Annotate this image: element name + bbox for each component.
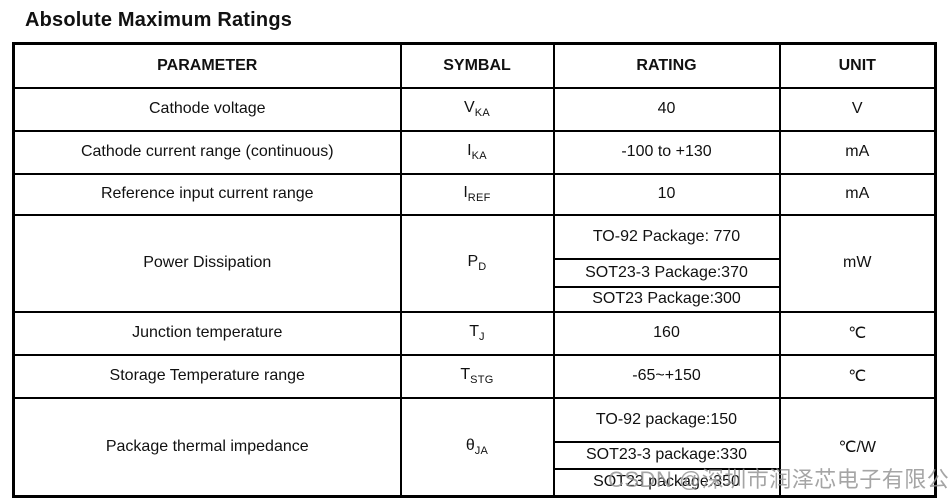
cell-rating: -65~+150: [552, 353, 781, 399]
table-subrow-sot23: SOT23 Package:300: [14, 285, 936, 313]
cell-rating-sot23-3: SOT23-3 Package:370: [552, 257, 781, 288]
cell-symbol: VKA: [399, 86, 555, 132]
cell-rating: 40: [552, 86, 781, 132]
cell-parameter: Power Dissipation: [12, 213, 402, 313]
cell-parameter: Junction temperature: [12, 310, 402, 356]
cell-rating-to92: TO-92 package:150: [552, 396, 781, 443]
cell-parameter: Package thermal impedance: [12, 396, 402, 498]
cell-unit: ℃: [778, 353, 937, 399]
cell-rating: 10: [552, 172, 781, 216]
symbol-base: T: [469, 323, 479, 340]
cell-symbol: TJ: [399, 310, 555, 356]
symbol-subscript: STG: [470, 374, 494, 386]
symbol-subscript: REF: [467, 192, 491, 204]
col-header-symbol: SYMBAL: [399, 42, 555, 89]
col-header-rating: RATING: [552, 42, 781, 89]
cell-rating-sot23: SOT23 Package:300: [552, 285, 781, 313]
table-subrow-sot23-3: SOT23-3 package:330: [14, 440, 936, 470]
table-row-package-thermal-impedance: Package thermal impedance θJA TO-92 pack…: [12, 396, 937, 498]
cell-rating: -100 to +130: [552, 129, 781, 175]
cell-unit: ℃/W: [778, 396, 937, 498]
cell-unit: mW: [778, 213, 937, 313]
table-subrow-sot23-3: SOT23-3 Package:370: [14, 257, 936, 288]
symbol-subscript: D: [478, 261, 487, 273]
cell-unit: mA: [778, 129, 937, 175]
table-row-cathode-voltage: Cathode voltage VKA 40 V: [12, 86, 937, 132]
cell-parameter: Reference input current range: [12, 172, 402, 216]
cell-rating: 160: [552, 310, 781, 356]
cell-symbol: IREF: [399, 172, 555, 216]
table-row-reference-input-current: Reference input current range IREF 10 mA: [12, 172, 937, 216]
table-row-cathode-current-range: Cathode current range (continuous) IKA -…: [12, 129, 937, 175]
page-title: Absolute Maximum Ratings: [25, 9, 293, 31]
table-subrow-sot23: SOT23 package:350: [14, 467, 936, 498]
symbol-subscript: J: [478, 331, 485, 343]
cell-rating-sot23-3: SOT23-3 package:330: [552, 440, 781, 470]
symbol-base: T: [460, 366, 471, 383]
absolute-maximum-ratings-table: PARAMETER SYMBAL RATING UNIT Cathode vol…: [12, 42, 937, 498]
symbol-base: P: [467, 253, 479, 270]
cell-parameter: Storage Temperature range: [12, 353, 402, 399]
table-row-storage-temperature: Storage Temperature range TSTG -65~+150 …: [12, 353, 937, 399]
table-row-power-dissipation: Power Dissipation PD TO-92 Package: 770 …: [12, 213, 937, 313]
cell-unit: V: [778, 86, 937, 132]
table-row-junction-temperature: Junction temperature TJ 160 ℃: [12, 310, 937, 356]
symbol-subscript: JA: [474, 444, 489, 457]
col-header-parameter: PARAMETER: [12, 42, 402, 89]
cell-rating-sot23: SOT23 package:350: [552, 467, 781, 498]
cell-parameter: Cathode current range (continuous): [12, 129, 402, 175]
cell-symbol: IKA: [399, 129, 555, 175]
cell-parameter: Cathode voltage: [12, 86, 402, 132]
cell-unit: ℃: [778, 310, 937, 356]
symbol-base: θ: [465, 436, 475, 454]
symbol-subscript: KA: [471, 150, 487, 162]
symbol-base: I: [463, 184, 468, 201]
cell-rating-to92: TO-92 Package: 770: [552, 213, 781, 260]
symbol-base: V: [464, 99, 475, 116]
cell-unit: mA: [778, 172, 937, 216]
symbol-subscript: KA: [474, 107, 490, 119]
col-header-unit: UNIT: [778, 42, 937, 89]
cell-symbol: TSTG: [399, 353, 555, 399]
symbol-base: I: [467, 142, 472, 159]
cell-symbol: θJA: [399, 396, 555, 498]
cell-symbol: PD: [399, 213, 555, 313]
table-header-row: PARAMETER SYMBAL RATING UNIT: [12, 42, 937, 89]
